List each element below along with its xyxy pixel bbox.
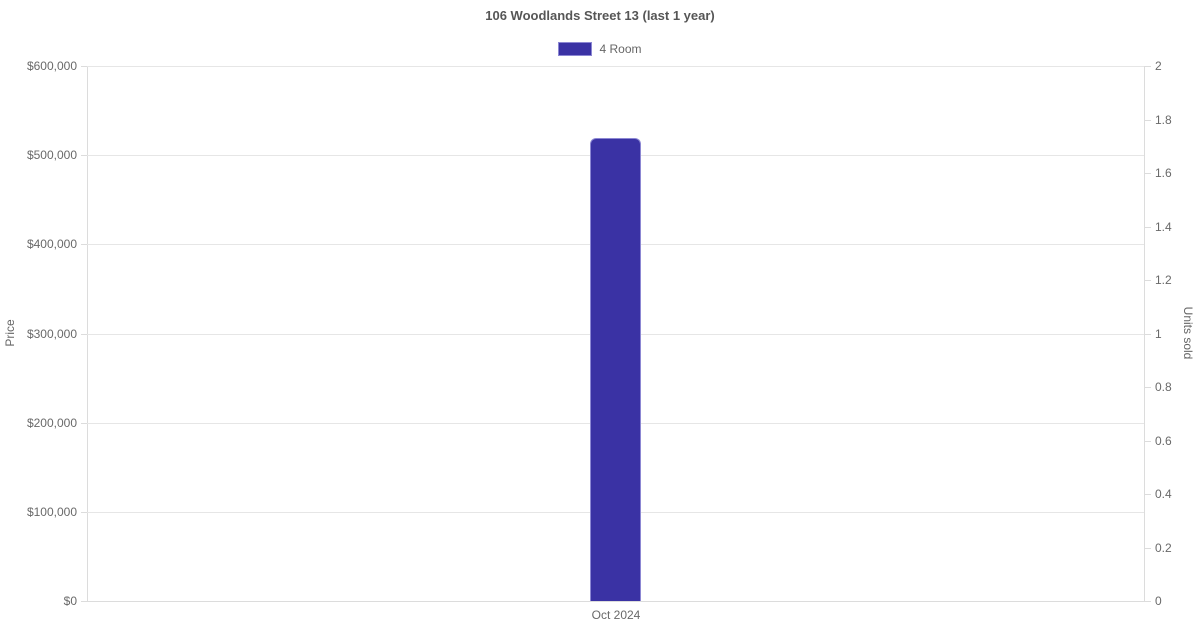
y-left-tick-mark	[81, 334, 87, 335]
y-right-tick-label: 0.8	[1155, 380, 1172, 394]
y-left-tick-mark	[81, 244, 87, 245]
y-right-tick-mark	[1145, 548, 1151, 549]
y-right-tick-mark	[1145, 601, 1151, 602]
y-left-tick-label: $100,000	[26, 505, 77, 519]
y-right-tick-label: 1.4	[1155, 220, 1172, 234]
y-left-tick-label: $0	[63, 594, 77, 608]
y-right-tick-mark	[1145, 441, 1151, 442]
y-right-tick-label: 0.4	[1155, 487, 1172, 501]
y-right-tick-mark	[1145, 387, 1151, 388]
y-right-tick-label: 1.2	[1155, 273, 1172, 287]
legend-item-4-room[interactable]: 4 Room	[558, 42, 642, 56]
y-right-tick-label: 1.6	[1155, 166, 1172, 180]
y-left-tick-label: $600,000	[26, 59, 77, 73]
y-right-tick-label: 2	[1155, 59, 1162, 73]
x-tick-label: Oct 2024	[591, 608, 641, 622]
y-right-tick-mark	[1145, 227, 1151, 228]
y-left-tick-mark	[81, 601, 87, 602]
y-right-tick-mark	[1145, 66, 1151, 67]
y-left-tick-label: $400,000	[26, 237, 77, 251]
y-right-tick-mark	[1145, 334, 1151, 335]
bar-oct-2024[interactable]	[590, 138, 641, 601]
y-right-tick-label: 0.6	[1155, 434, 1172, 448]
y-right-tick-label: 1.8	[1155, 113, 1172, 127]
axis-x-line	[87, 601, 1145, 602]
y-right-tick-mark	[1145, 494, 1151, 495]
y-left-tick-mark	[81, 66, 87, 67]
y-right-tick-mark	[1145, 173, 1151, 174]
y-right-tick-label: 0	[1155, 594, 1162, 608]
y-left-tick-label: $300,000	[26, 327, 77, 341]
y-left-tick-mark	[81, 155, 87, 156]
y-left-tick-mark	[81, 512, 87, 513]
y-left-tick-mark	[81, 423, 87, 424]
y-right-tick-label: 0.2	[1155, 541, 1172, 555]
legend-swatch-4-room	[558, 42, 593, 56]
y-right-tick-mark	[1145, 120, 1151, 121]
axis-y-right-line	[1144, 66, 1145, 601]
y-left-tick-label: $500,000	[26, 148, 77, 162]
chart-title: 106 Woodlands Street 13 (last 1 year)	[485, 8, 715, 23]
legend-label: 4 Room	[599, 42, 642, 56]
gridline	[87, 66, 1144, 67]
y-right-tick-mark	[1145, 280, 1151, 281]
legend: 4 Room	[0, 41, 1200, 57]
axis-y-left-line	[87, 66, 88, 601]
y-left-tick-label: $200,000	[26, 416, 77, 430]
y-right-tick-label: 1	[1155, 327, 1162, 341]
